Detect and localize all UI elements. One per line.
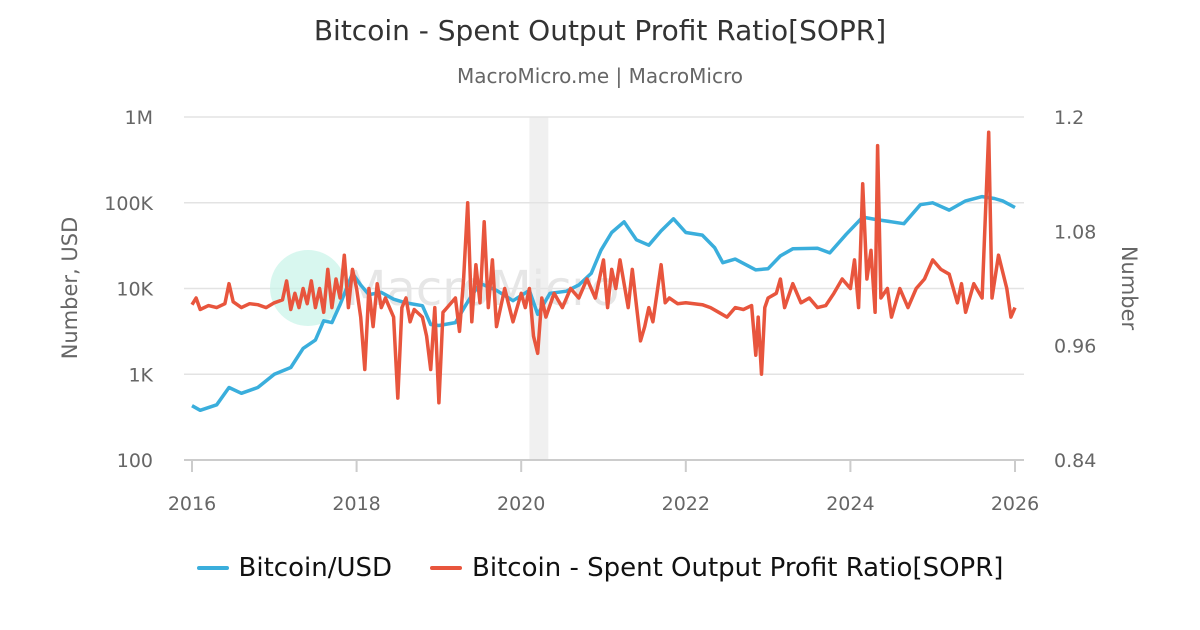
series-line-sopr [190, 130, 1017, 405]
x-tick-label: 2022 [662, 493, 710, 515]
right-axis-label: Number [1117, 246, 1141, 331]
x-tick-label: 2016 [168, 493, 216, 515]
left-tick-label: 1K [128, 364, 153, 386]
legend-item-btc[interactable]: Bitcoin/USD [196, 553, 393, 583]
left-tick-label: 100K [104, 193, 153, 215]
left-tick-label: 1M [125, 107, 153, 129]
x-tick-label: 2024 [826, 493, 874, 515]
left-tick-label: 10K [116, 279, 153, 301]
chart-subtitle: MacroMicro.me | MacroMicro [457, 64, 743, 88]
x-tick-label: 2018 [332, 493, 380, 515]
right-tick-label: 0.84 [1054, 450, 1096, 472]
legend-swatch-btc [196, 566, 229, 570]
legend-label-sopr: Bitcoin - Spent Output Profit Ratio[SOPR… [472, 553, 1004, 583]
legend-swatch-sopr [430, 566, 463, 570]
right-tick-label: 1.2 [1054, 107, 1084, 129]
series-line-btc-usd [191, 194, 1016, 413]
legend: Bitcoin/USD Bitcoin - Spent Output Profi… [0, 553, 1200, 583]
x-tick-label: 2020 [497, 493, 545, 515]
left-tick-label: 100 [117, 450, 153, 472]
x-tick-label: 2026 [991, 493, 1039, 515]
legend-item-sopr[interactable]: Bitcoin - Spent Output Profit Ratio[SOPR… [430, 553, 1003, 583]
chart-title: Bitcoin - Spent Output Profit Ratio[SOPR… [313, 14, 887, 47]
right-tick-label: 1.08 [1054, 221, 1096, 243]
legend-label-btc: Bitcoin/USD [238, 553, 393, 583]
left-axis-label: Number, USD [58, 217, 82, 360]
right-tick-label: 0.96 [1054, 336, 1096, 358]
